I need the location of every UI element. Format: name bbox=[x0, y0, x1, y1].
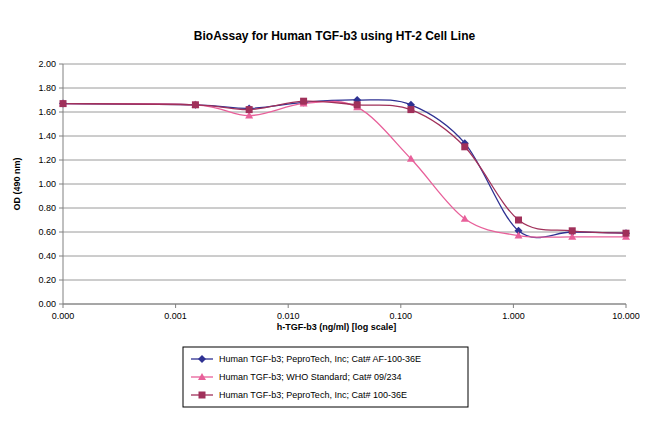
legend-marker bbox=[198, 373, 206, 380]
y-tick-label: 1.00 bbox=[38, 179, 56, 189]
grid-line bbox=[63, 184, 626, 185]
x-tick-label: 10.000 bbox=[612, 311, 640, 321]
y-tick-label: 2.00 bbox=[38, 59, 56, 69]
legend-label: Human TGF-b3; WHO Standard; Cat# 09/234 bbox=[219, 372, 401, 382]
tick-mark bbox=[59, 88, 63, 89]
title: BioAssay for Human TGF-b3 using HT-2 Cel… bbox=[194, 29, 476, 43]
y-tick-label: 1.60 bbox=[38, 107, 56, 117]
x-axis bbox=[63, 304, 626, 305]
chart: BioAssay for Human TGF-b3 using HT-2 Cel… bbox=[0, 0, 650, 442]
data-point bbox=[60, 100, 67, 107]
tick-mark bbox=[59, 64, 63, 65]
tick-mark bbox=[626, 304, 627, 308]
y-tick-label: 0.60 bbox=[38, 227, 56, 237]
data-point bbox=[461, 215, 469, 222]
x-tick-label: 0.001 bbox=[164, 311, 187, 321]
x-tick-label: 0.000 bbox=[52, 311, 75, 321]
grid-line bbox=[63, 88, 626, 89]
y-axis-label: OD (490 nm) bbox=[12, 157, 22, 210]
y-tick-label: 0.20 bbox=[38, 275, 56, 285]
data-point bbox=[407, 106, 414, 113]
grid-line bbox=[63, 64, 626, 65]
y-tick-label: 0.00 bbox=[38, 299, 56, 309]
grid-line bbox=[63, 112, 626, 113]
series-line bbox=[63, 100, 626, 238]
data-point bbox=[461, 143, 468, 150]
legend-label: Human TGF-b3; PeproTech, Inc; Cat# 100-3… bbox=[219, 390, 407, 400]
data-point bbox=[300, 98, 308, 106]
x-tick-label: 0.100 bbox=[390, 311, 413, 321]
data-point bbox=[622, 229, 630, 237]
x-tick-label: 1.000 bbox=[502, 311, 525, 321]
series-line bbox=[63, 101, 626, 233]
data-point bbox=[407, 155, 415, 162]
tick-mark bbox=[175, 304, 176, 308]
y-tick-label: 1.20 bbox=[38, 155, 56, 165]
data-point bbox=[245, 104, 253, 112]
grid-line bbox=[63, 256, 626, 257]
grid-line bbox=[63, 232, 626, 233]
data-point bbox=[59, 100, 67, 107]
data-point bbox=[515, 232, 523, 239]
tick-mark bbox=[59, 208, 63, 209]
tick-mark bbox=[59, 304, 63, 305]
grid-line bbox=[63, 136, 626, 137]
data-point bbox=[354, 101, 361, 108]
legend: Human TGF-b3; PeproTech, Inc; Cat# AF-10… bbox=[183, 347, 468, 407]
series-line bbox=[63, 101, 626, 237]
data-point bbox=[191, 101, 199, 109]
tick-mark bbox=[59, 280, 63, 281]
grid-line bbox=[63, 160, 626, 161]
tick-mark bbox=[59, 136, 63, 137]
legend-box bbox=[183, 347, 468, 407]
data-point bbox=[569, 227, 576, 234]
x-tick-label: 0.010 bbox=[277, 311, 300, 321]
data-point bbox=[192, 101, 199, 108]
plot-area bbox=[59, 96, 630, 240]
y-tick-label: 0.80 bbox=[38, 203, 56, 213]
data-point bbox=[515, 217, 522, 224]
legend-marker bbox=[198, 355, 206, 363]
legend-label: Human TGF-b3; PeproTech, Inc; Cat# AF-10… bbox=[219, 354, 421, 364]
tick-mark bbox=[288, 304, 289, 308]
legend-marker bbox=[199, 392, 206, 399]
tick-mark bbox=[59, 160, 63, 161]
x-axis-label: h-TGF-b3 (ng/ml) [log scale] bbox=[277, 322, 397, 332]
tick-mark bbox=[59, 184, 63, 185]
tick-mark bbox=[59, 256, 63, 257]
data-point bbox=[246, 106, 253, 113]
tick-mark bbox=[63, 304, 64, 308]
data-point bbox=[59, 100, 67, 108]
data-point bbox=[300, 98, 307, 105]
tick-mark bbox=[59, 112, 63, 113]
y-tick-label: 1.40 bbox=[38, 131, 56, 141]
y-tick-label: 1.80 bbox=[38, 83, 56, 93]
grid-line bbox=[63, 208, 626, 209]
tick-mark bbox=[513, 304, 514, 308]
grid-line bbox=[63, 280, 626, 281]
y-tick-label: 0.40 bbox=[38, 251, 56, 261]
tick-mark bbox=[59, 232, 63, 233]
data-point bbox=[623, 230, 630, 237]
grid-line bbox=[63, 304, 626, 305]
tick-mark bbox=[400, 304, 401, 308]
data-point bbox=[191, 101, 199, 108]
